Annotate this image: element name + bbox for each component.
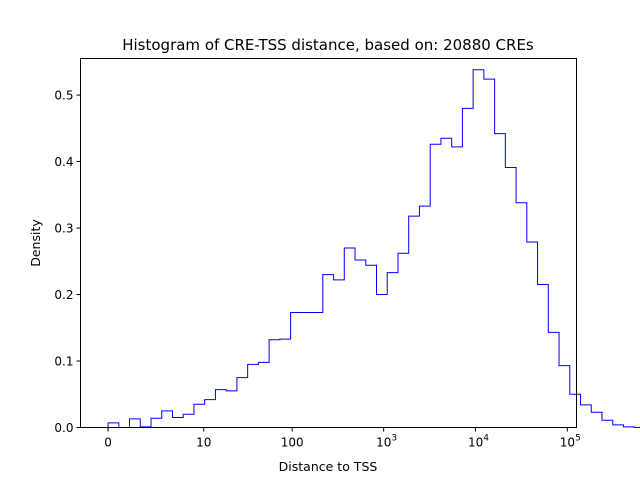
y-tick-label: 0.4 <box>54 155 73 169</box>
y-axis: 0.0 0.1 0.2 0.3 0.4 0.5 <box>54 88 81 435</box>
y-axis-label: Density <box>28 219 43 267</box>
x-tick-label: 10 <box>196 436 211 450</box>
histogram-step-line <box>107 69 640 428</box>
x-tick-label: 105 <box>560 434 581 450</box>
x-tick-label: 103 <box>376 434 397 450</box>
y-tick-label: 0.2 <box>54 288 73 302</box>
plot-frame <box>80 58 577 428</box>
y-tick-label: 0.1 <box>54 354 73 368</box>
x-axis: 010100103104105106 <box>104 427 581 450</box>
x-tick-label: 100 <box>281 436 304 450</box>
chart-title: Histogram of CRE-TSS distance, based on:… <box>122 36 534 54</box>
y-tick-label: 0.3 <box>54 221 73 235</box>
y-tick-label: 0.0 <box>54 421 73 435</box>
plot-area <box>107 69 640 428</box>
x-tick-label: 0 <box>104 436 112 450</box>
y-tick-label: 0.5 <box>54 88 73 102</box>
x-tick-label: 104 <box>468 434 489 450</box>
x-axis-label: Distance to TSS <box>279 459 378 474</box>
